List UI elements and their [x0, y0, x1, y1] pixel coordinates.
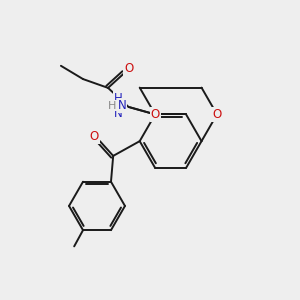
Text: O: O — [124, 62, 133, 75]
Text: H
N: H N — [114, 92, 123, 120]
Text: N: N — [118, 99, 127, 112]
Text: O: O — [89, 130, 99, 143]
Text: O: O — [151, 108, 160, 121]
Text: O: O — [212, 108, 222, 121]
Text: H: H — [108, 100, 117, 111]
